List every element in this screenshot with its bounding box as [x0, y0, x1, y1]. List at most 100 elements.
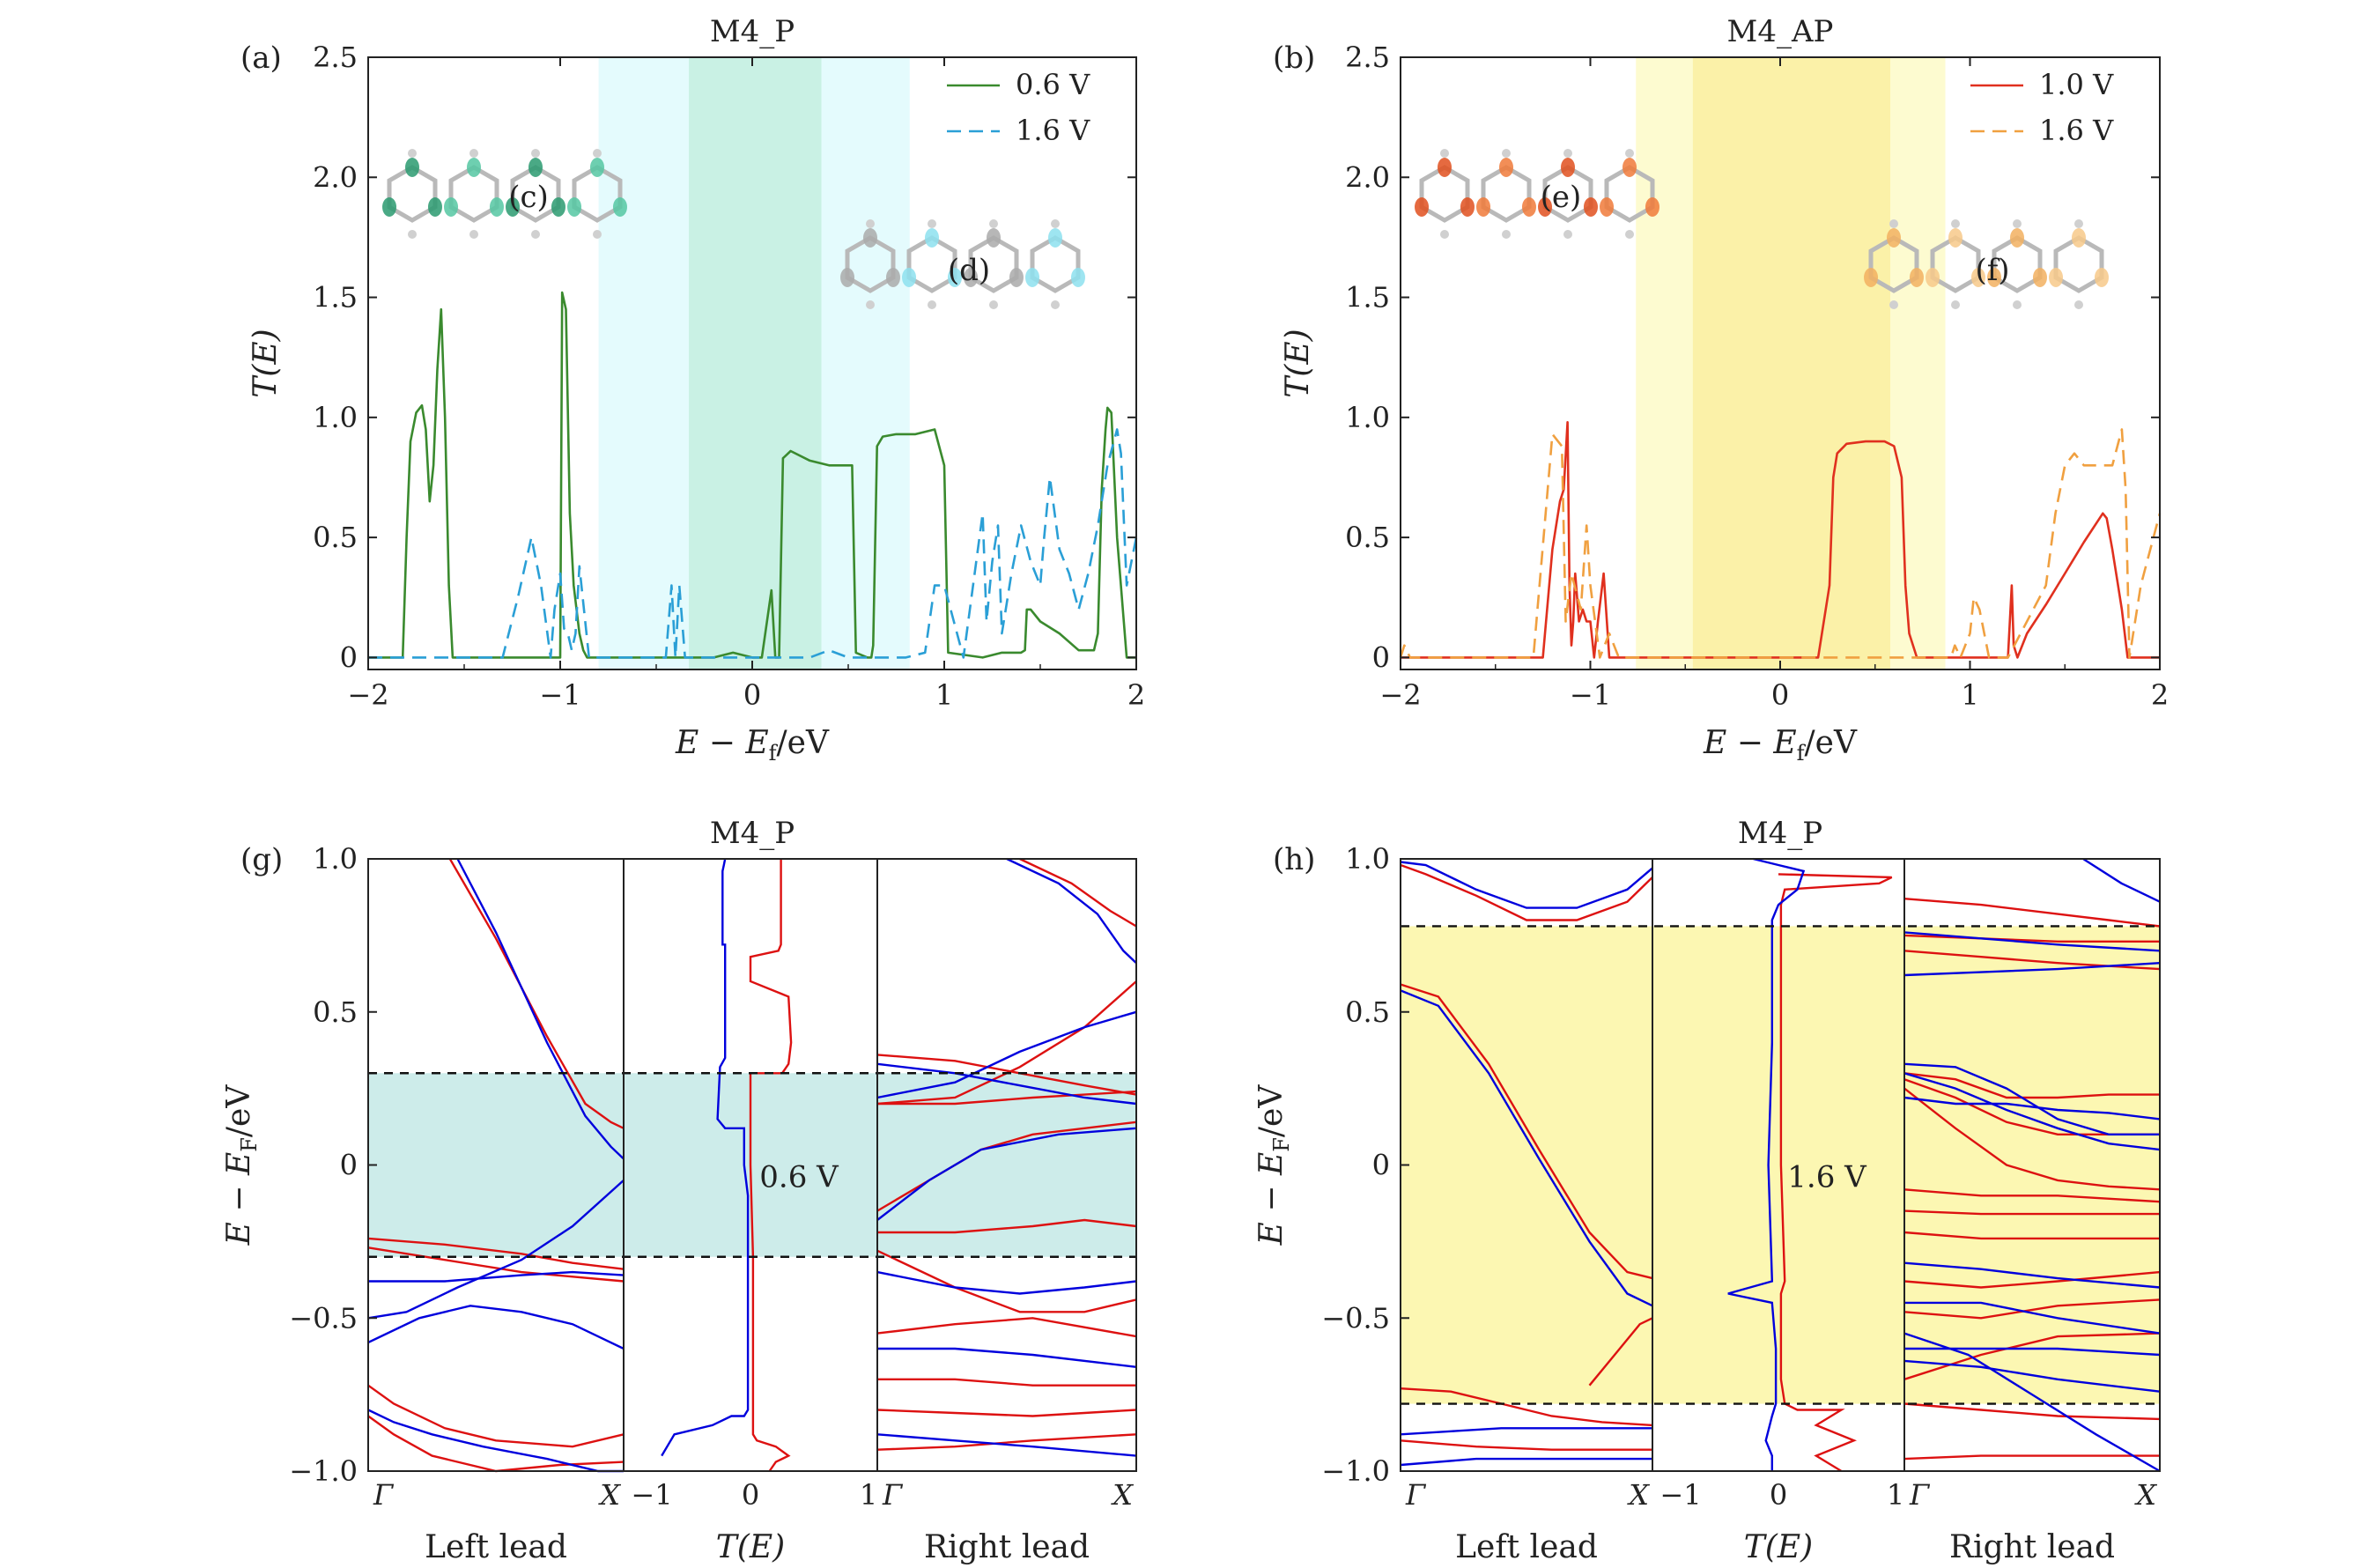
orbital-lobe	[1583, 197, 1598, 217]
carbon-ring	[448, 165, 499, 223]
y-tick-label: 1.5	[313, 281, 358, 314]
right-lead-band-red	[877, 1090, 1137, 1106]
hydrogen-atom	[1502, 149, 1511, 158]
carbon-ring	[1542, 165, 1593, 223]
orbital-lobe	[529, 158, 543, 177]
chart-title: M4_AP	[1727, 14, 1834, 49]
hydrogen-atom	[1051, 219, 1060, 228]
axis-label-main: T(E)	[1280, 329, 1316, 397]
right-lead-band-red	[1903, 1402, 2161, 1421]
orbital-lobe	[1070, 268, 1085, 287]
y-tick-label: 1.0	[1345, 401, 1390, 434]
carbon-ring	[1992, 235, 2043, 293]
left-lead-band-blue	[368, 1270, 625, 1283]
carbon-ring	[387, 165, 438, 223]
legend-label: 1.0 V	[2039, 68, 2114, 101]
orbital-lobe	[1887, 228, 1901, 248]
orbital-lobe	[590, 158, 604, 177]
orbital-lobe	[1623, 158, 1637, 177]
orbital-lobe	[1987, 268, 2002, 287]
axis-label-sub: F	[237, 1137, 262, 1152]
orbital-lobe	[925, 228, 939, 248]
right-lead-band-red	[1903, 1188, 2161, 1203]
hydrogen-atom	[928, 219, 936, 228]
y-tick-label: 2.5	[313, 41, 358, 74]
x-axis-label: Left lead	[1455, 1529, 1598, 1565]
hydrogen-atom	[2013, 219, 2022, 228]
axis-label-main: E − E	[1703, 725, 1797, 761]
left-lead-band-red	[367, 1246, 625, 1283]
x-tick-label: 0	[743, 678, 761, 712]
series-line-1	[368, 291, 1136, 659]
hydrogen-atom	[866, 219, 875, 228]
right-lead-band-red	[1903, 1332, 2161, 1380]
right-lead-band-blue	[1904, 1301, 2161, 1335]
x-tick-label: X	[597, 1478, 621, 1512]
x-tick-label: 0	[1771, 678, 1789, 712]
y-tick-label: −1.0	[1321, 1454, 1390, 1488]
panel-a: (c) (d) −2 −1 0 1 2 0 0.5 1.0 1.5 2.0 2.5 M4_P (a) E − …	[240, 14, 1145, 766]
carbon-ring	[1604, 165, 1655, 223]
orbital-lobe	[405, 158, 419, 177]
hydrogen-atom	[1440, 230, 1449, 239]
molecule-inset	[1864, 219, 2109, 309]
carbon-ring	[2053, 235, 2104, 293]
orbital-lobe	[863, 228, 877, 248]
x-tick-label: 1	[935, 678, 953, 712]
right-lead-band-red	[1903, 898, 2161, 928]
hydrogen-atom	[469, 149, 478, 158]
right-lead-band-red	[877, 1218, 1137, 1234]
axis-label-main: E − E	[1253, 1152, 1290, 1246]
right-lead-band-red	[1903, 934, 2160, 943]
orbital-lobe	[902, 268, 917, 287]
x-axis-label: E − Ef/eV	[1703, 725, 1858, 766]
hydrogen-atom	[928, 300, 936, 309]
transmission-blue	[661, 858, 750, 1457]
inset-label: (f)	[1975, 253, 2009, 288]
right-lead-band-red	[1903, 1209, 2160, 1216]
orbital-lobe	[1499, 158, 1513, 177]
axis-label-unit: /eV	[221, 1084, 257, 1137]
x-axis-label: T(E)	[1744, 1529, 1813, 1565]
left-lead-band-blue	[1400, 989, 1653, 1307]
y-tick-label: −0.5	[289, 1301, 358, 1335]
left-lead-band-red	[367, 1237, 625, 1270]
orbital-lobe	[1926, 268, 1940, 287]
bias-window-dark	[689, 57, 822, 669]
molecule-inset	[382, 149, 627, 239]
transmission-red	[749, 859, 793, 1472]
y-axis-label: T(E)	[1280, 329, 1316, 397]
orbital-lobe	[1909, 268, 1924, 287]
orbital-lobe	[964, 268, 979, 287]
bias-label: 1.6 V	[1787, 1160, 1867, 1195]
left-lead-band-blue	[367, 1305, 625, 1350]
left-lead-band-red	[1400, 1387, 1653, 1427]
x-tick-label: 0	[1770, 1478, 1787, 1512]
series-line-2	[1399, 428, 2162, 659]
hydrogen-atom	[1951, 300, 1960, 309]
carbon-ring	[1481, 165, 1532, 223]
y-tick-label: 0.5	[1345, 521, 1390, 554]
orbital-lobe	[2010, 228, 2024, 248]
series-line-1	[1401, 421, 2160, 659]
left-lead-band-blue	[367, 1180, 625, 1320]
y-tick-label: −0.5	[1321, 1301, 1390, 1335]
right-lead-band-blue	[1904, 1347, 2161, 1357]
molecule-inset	[1415, 149, 1659, 239]
left-lead-band-blue	[456, 858, 625, 1160]
x-axis-label: Right lead	[924, 1529, 1090, 1565]
left-lead-band-red	[367, 1384, 625, 1448]
orbital-lobe	[987, 228, 1001, 248]
x-tick-label: −1	[1570, 678, 1611, 712]
carbon-ring	[1930, 235, 1981, 293]
hydrogen-atom	[531, 230, 540, 239]
right-lead-band-blue	[876, 1270, 1137, 1295]
orbital-lobe	[840, 268, 855, 287]
x-tick-label: X	[1626, 1478, 1650, 1512]
right-lead-band-blue	[877, 1347, 1137, 1368]
orbital-lobe	[444, 197, 459, 217]
right-lead-band-red	[1903, 1078, 2160, 1135]
left-lead-band-blue	[1400, 1457, 1652, 1467]
x-axis-label: T(E)	[716, 1529, 785, 1565]
carbon-ring	[1419, 165, 1470, 223]
